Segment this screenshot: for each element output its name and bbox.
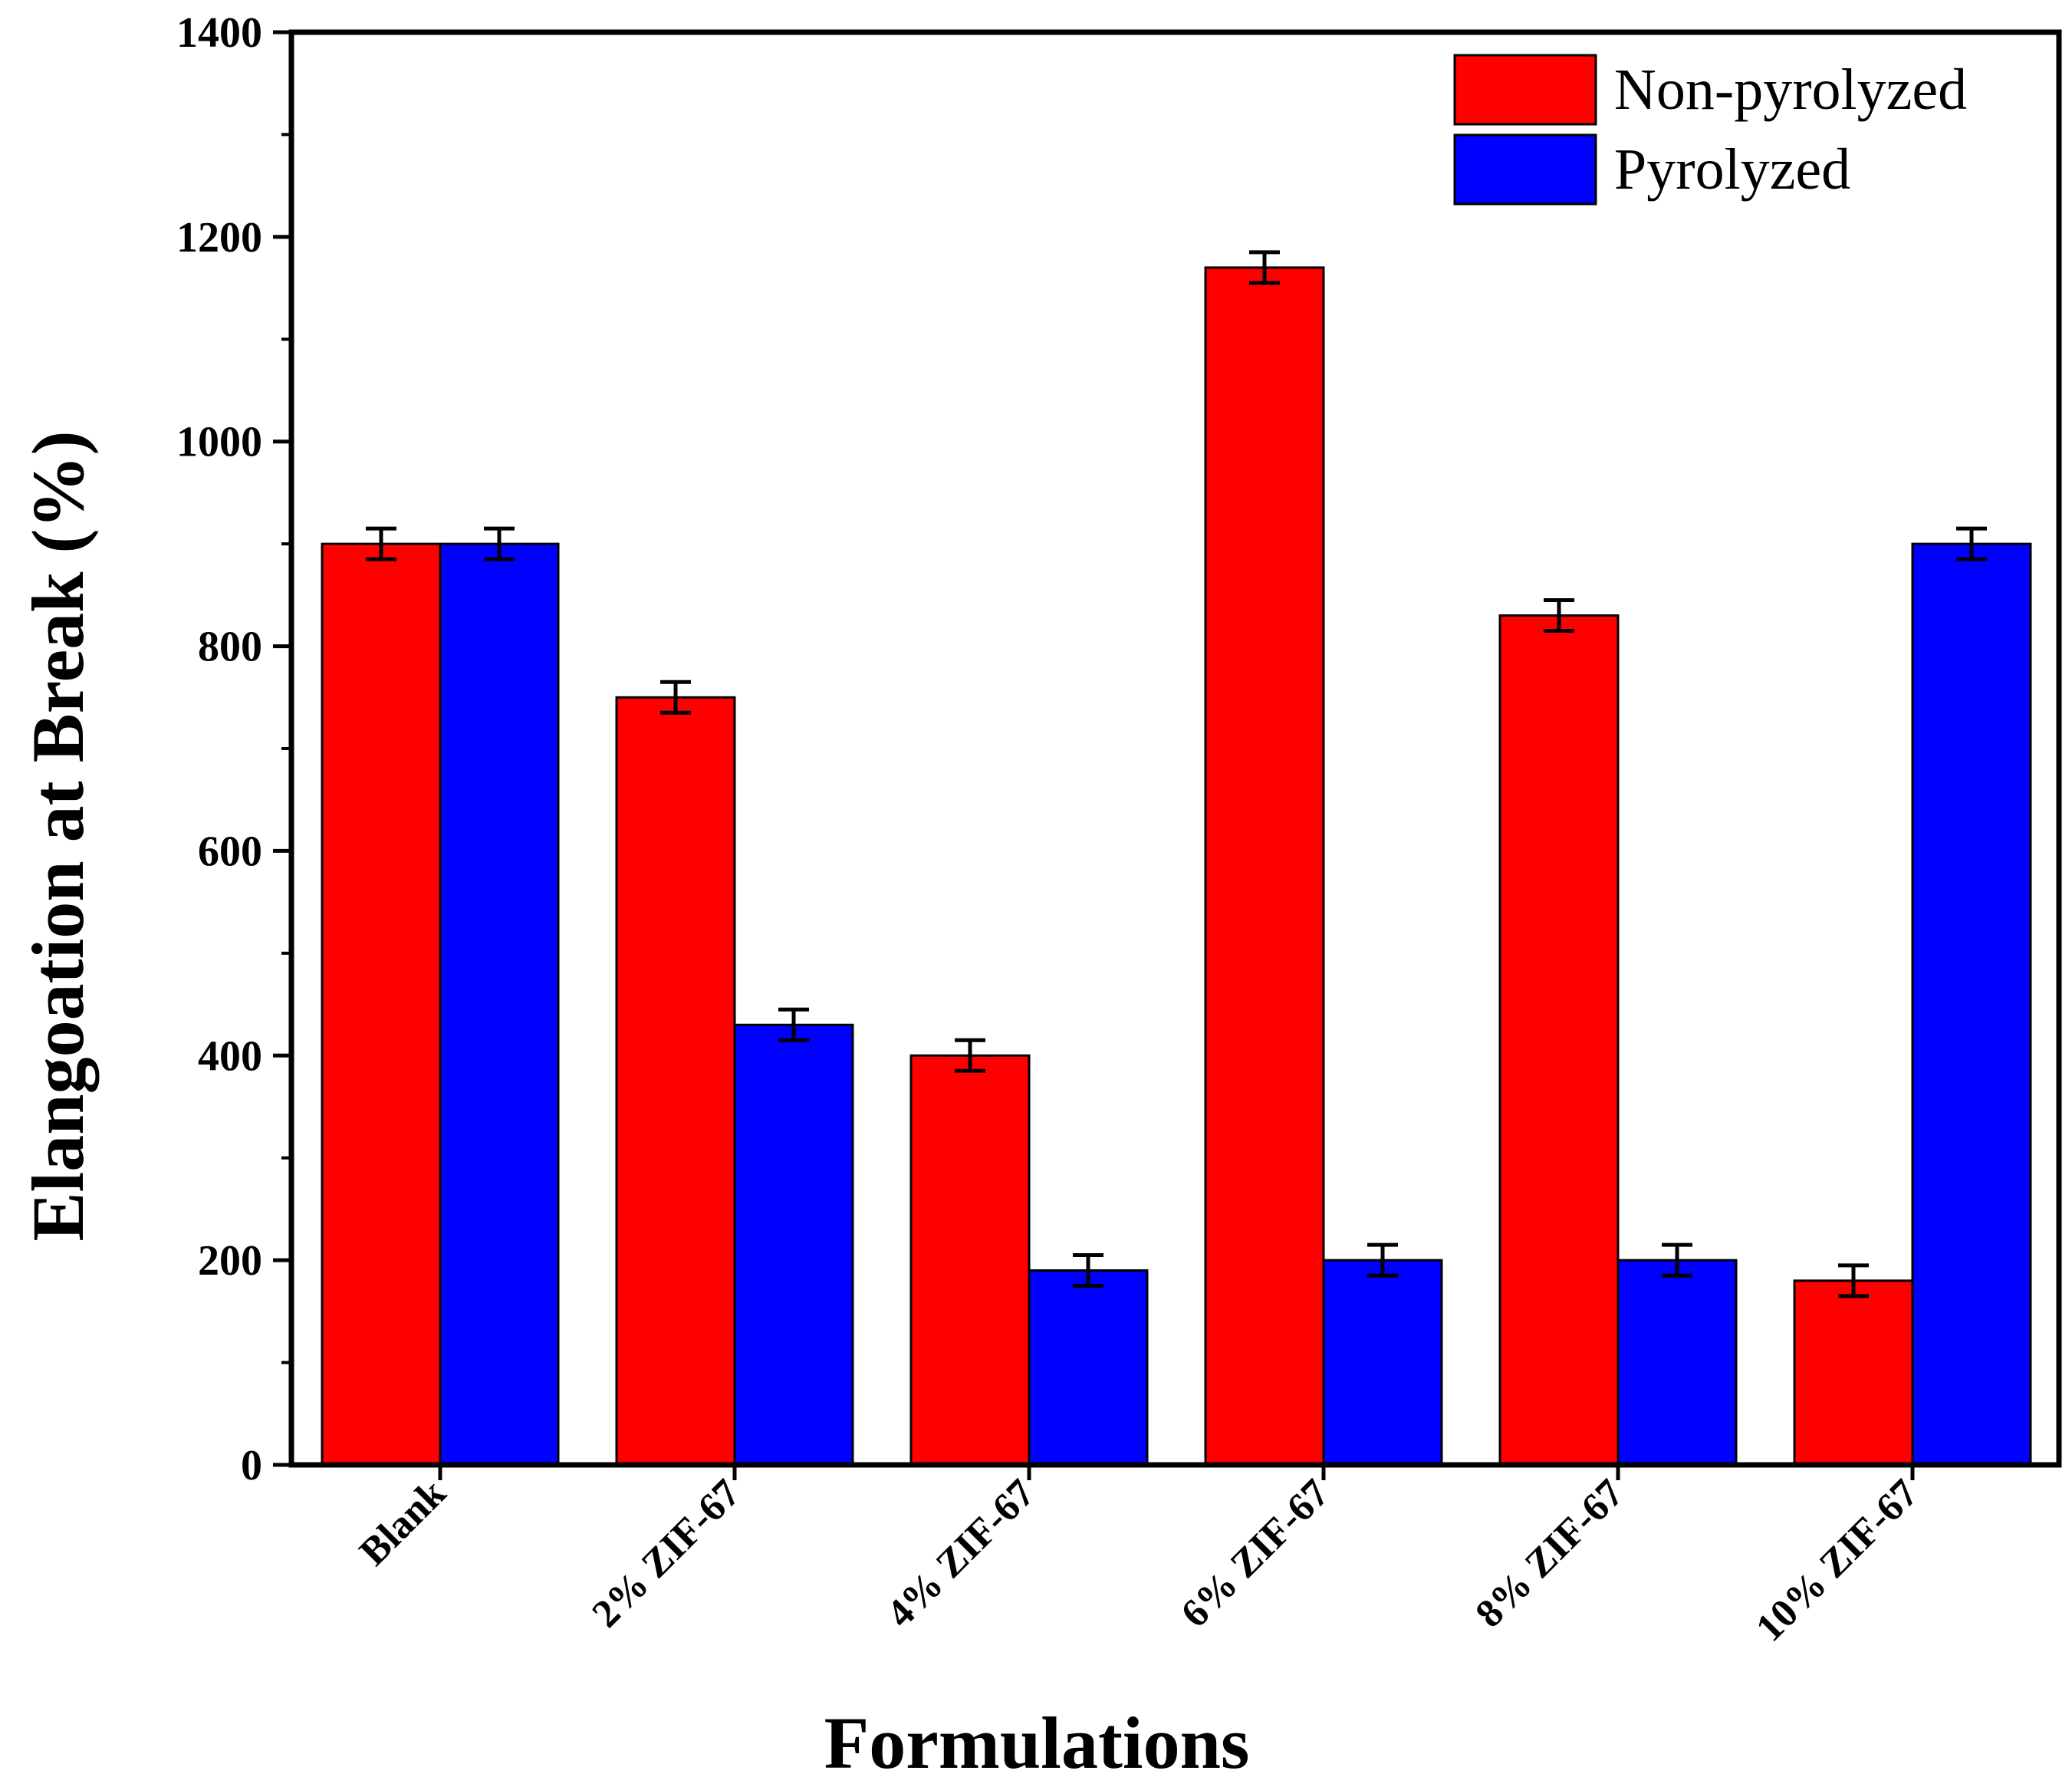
legend-label: Pyrolyzed [1614,137,1850,202]
x-tick-label: 4% ZIF-67 [879,1471,1044,1636]
legend-swatch-pyrolyzed [1453,133,1597,206]
bar-non-pyrolyzed [1498,614,1620,1466]
legend-swatch-non-pyrolyzed [1453,54,1597,126]
x-tick-label: Blank [351,1471,454,1574]
error-bars-layer [366,250,1987,1298]
bar-pyrolyzed [1911,542,2032,1466]
y-tick-label: 1000 [176,419,262,466]
bar-non-pyrolyzed [909,1054,1031,1466]
bar-pyrolyzed [1028,1269,1149,1466]
y-tick-label: 1400 [176,9,262,57]
y-tick-label: 600 [198,828,262,875]
bar-non-pyrolyzed [1204,266,1325,1466]
y-tick-label: 0 [241,1442,262,1489]
x-tick-label: 8% ZIF-67 [1468,1471,1633,1636]
x-tick-label: 6% ZIF-67 [1173,1471,1338,1636]
legend: Non-pyrolyzed Pyrolyzed [1453,54,1967,206]
x-tick-label: 10% ZIF-67 [1748,1471,1926,1650]
legend-label: Non-pyrolyzed [1614,58,1967,122]
y-tick-label: 400 [198,1032,262,1080]
bar-pyrolyzed [733,1023,854,1466]
y-axis-title: Elangoation at Break (%) [17,431,99,1242]
bar-pyrolyzed [439,542,560,1466]
x-tick-label: 2% ZIF-67 [584,1471,749,1636]
y-tick-label: 200 [198,1237,262,1285]
bar-non-pyrolyzed [321,542,442,1466]
bars-layer [321,266,2032,1466]
x-axis-title: Formulations [824,1702,1250,1784]
bar-non-pyrolyzed [615,696,736,1466]
bar-non-pyrolyzed [1793,1279,1914,1466]
bar-pyrolyzed [1322,1259,1443,1466]
y-tick-label: 800 [198,624,262,671]
y-tick-label: 1200 [176,214,262,262]
bar-pyrolyzed [1616,1259,1738,1466]
